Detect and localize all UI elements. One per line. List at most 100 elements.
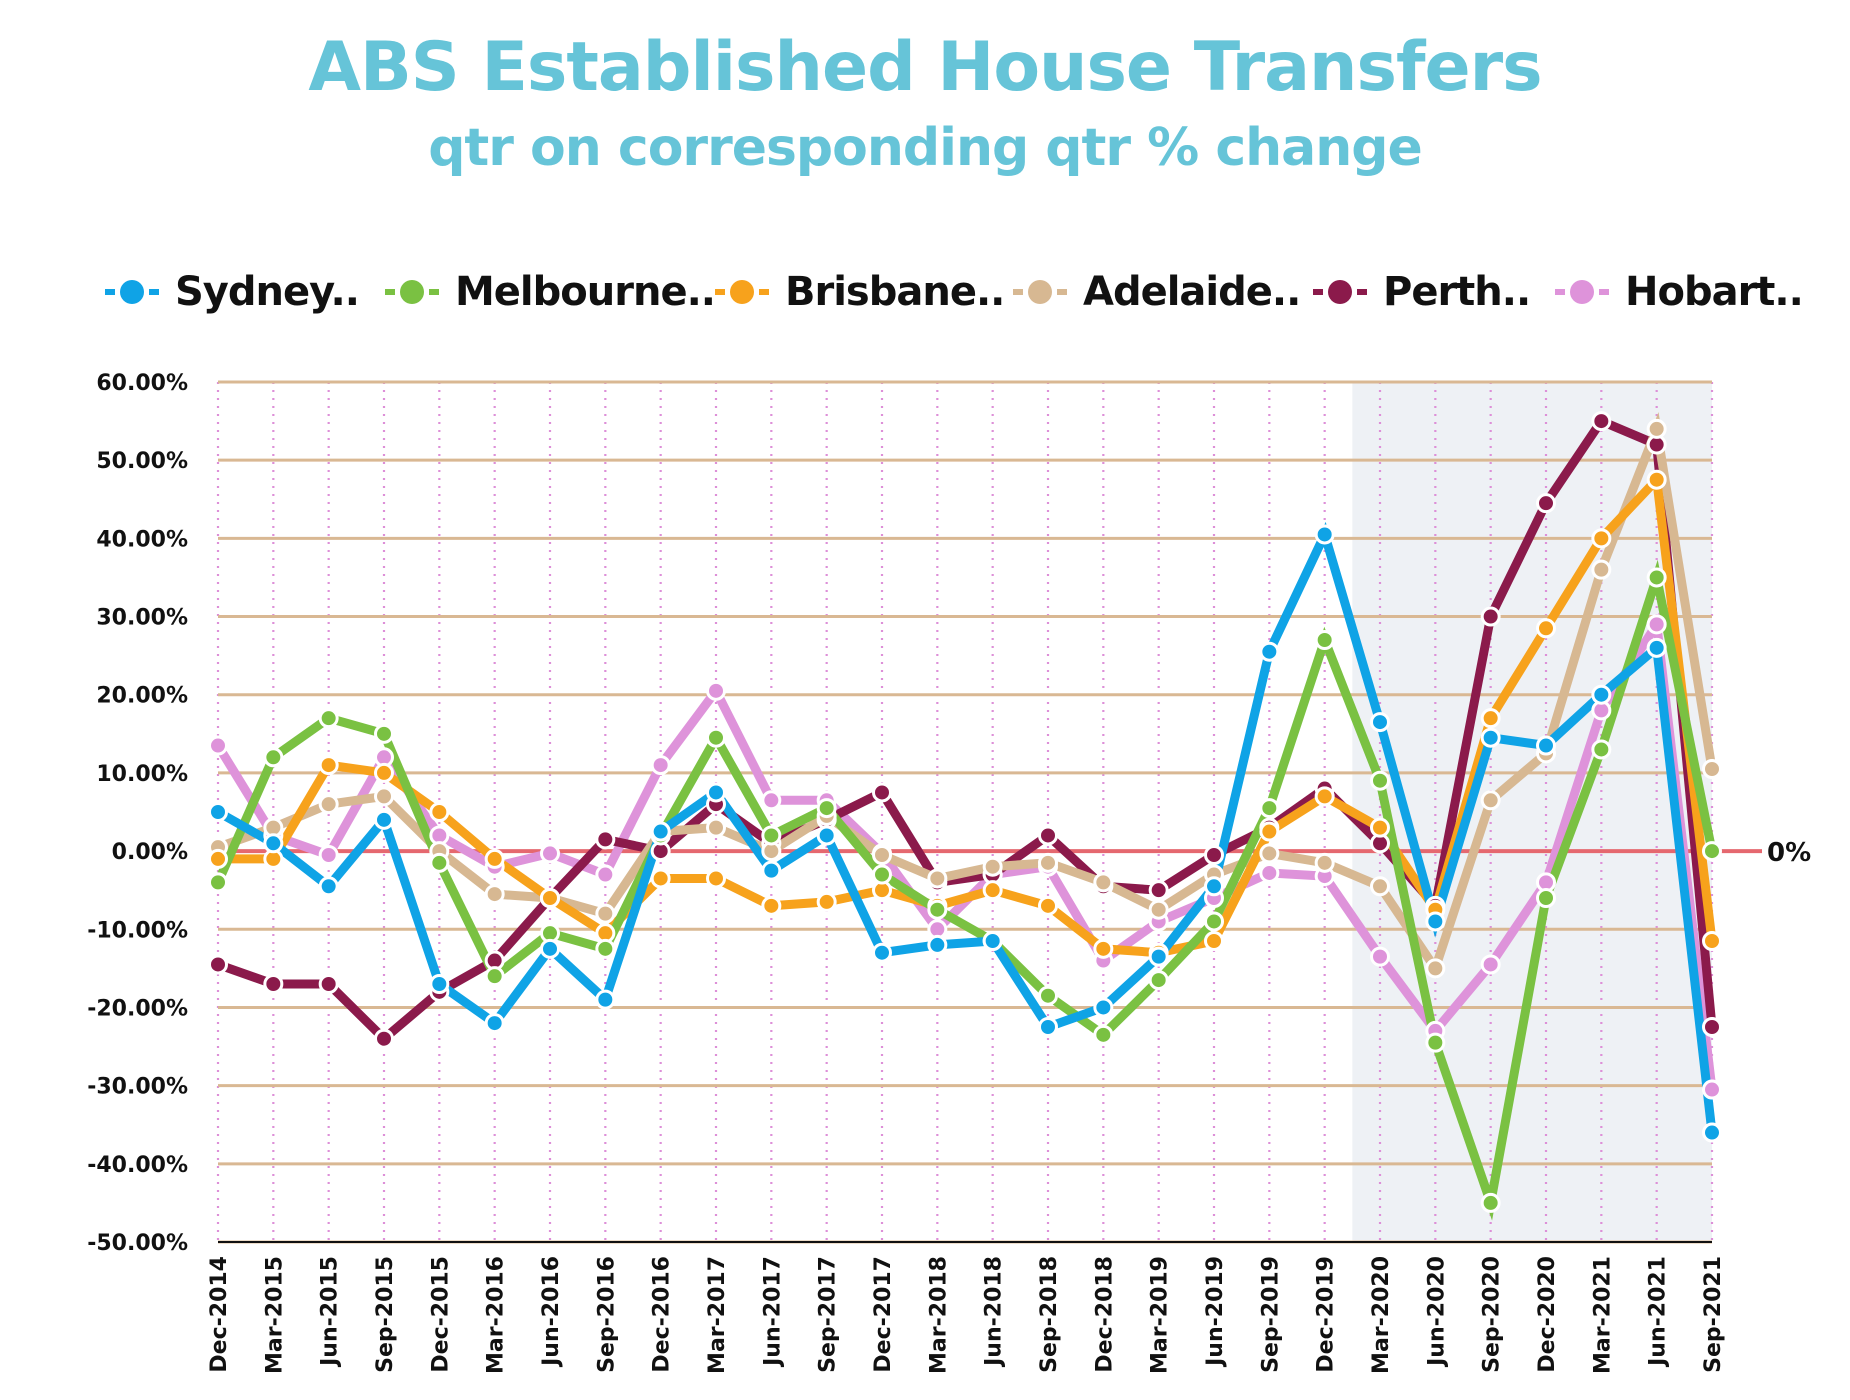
data-point: [872, 864, 892, 885]
data-point: [1591, 739, 1612, 760]
legend-swatch-melbourne: [385, 280, 441, 304]
legend-swatch-sydney: [105, 280, 161, 304]
x-tick-label: Mar-2016: [484, 1256, 509, 1374]
data-point: [1702, 931, 1722, 951]
data-point: [208, 735, 228, 756]
data-point: [1259, 798, 1280, 819]
data-point: [1702, 1122, 1722, 1143]
x-tick-label: Mar-2015: [262, 1256, 287, 1374]
data-point: [318, 845, 339, 865]
y-tick-label: 30.00%: [96, 606, 188, 631]
legend-label: Brisbane..: [785, 269, 1005, 315]
data-point: [927, 934, 948, 955]
data-point: [1591, 528, 1612, 549]
data-point: [872, 845, 892, 865]
data-point: [484, 966, 505, 987]
data-point: [1093, 1024, 1114, 1045]
x-tick-label: Sep-2015: [373, 1256, 398, 1373]
y-tick-label: 60.00%: [96, 371, 188, 396]
data-point: [761, 860, 782, 881]
data-point: [1480, 1192, 1501, 1213]
data-point: [1536, 618, 1556, 639]
legend-dash: [1313, 289, 1323, 295]
data-point: [1148, 970, 1169, 991]
x-tick-label: Mar-2019: [1148, 1256, 1173, 1374]
legend-label: Adelaide..: [1083, 269, 1301, 315]
data-point: [650, 868, 671, 889]
x-tick-label: Jun-2021: [1646, 1256, 1671, 1368]
data-point: [1425, 911, 1446, 932]
data-point: [1480, 708, 1501, 729]
chart-subtitle: qtr on corresponding qtr % change: [428, 118, 1423, 178]
x-tick-label: Sep-2016: [594, 1256, 619, 1373]
data-point: [595, 864, 616, 885]
data-point: [374, 723, 394, 744]
data-point: [1314, 786, 1335, 807]
data-point: [1591, 559, 1612, 580]
data-point: [982, 856, 1003, 877]
series-line: [213, 521, 1717, 1137]
data-point: [816, 891, 837, 912]
data-point: [1038, 825, 1058, 846]
legend-label: Perth..: [1383, 269, 1531, 315]
data-point: [1204, 911, 1224, 932]
data-point: [761, 895, 782, 916]
chart-title: ABS Established House Transfers: [308, 28, 1542, 107]
legend-dash: [1057, 289, 1067, 295]
data-point: [1702, 841, 1722, 862]
data-point: [1480, 790, 1501, 811]
data-point: [1646, 418, 1667, 439]
data-point: [208, 954, 228, 975]
data-point: [318, 794, 339, 815]
legend-item-sydney: Sydney..: [105, 262, 360, 322]
data-point: [1480, 954, 1501, 975]
data-point: [1591, 411, 1612, 432]
x-tick-label: Jun-2016: [539, 1256, 564, 1368]
data-point: [1148, 899, 1169, 920]
x-tick-label: Sep-2019: [1258, 1256, 1283, 1373]
data-point: [1038, 985, 1058, 1006]
y-tick-label: -20.00%: [87, 996, 188, 1021]
data-point: [1702, 1079, 1722, 1100]
data-point: [208, 848, 228, 869]
data-point: [982, 931, 1003, 951]
data-point: [1425, 1032, 1446, 1053]
data-point: [1646, 469, 1667, 490]
data-point: [1646, 567, 1667, 588]
data-point: [595, 938, 616, 959]
legend-dash: [1599, 289, 1609, 295]
data-point: [761, 790, 782, 811]
data-point: [1204, 931, 1224, 951]
data-point: [706, 680, 726, 701]
data-point: [1591, 684, 1612, 705]
legend-marker: [400, 280, 424, 304]
legend-swatch-hobart: [1555, 280, 1611, 304]
data-point: [650, 755, 671, 776]
x-tick-label: Jun-2017: [760, 1256, 785, 1368]
legend-dash: [1555, 289, 1565, 295]
data-point: [1259, 821, 1280, 842]
data-point: [318, 755, 339, 776]
legend-marker: [1570, 280, 1594, 304]
legend-marker: [1028, 280, 1052, 304]
data-point: [927, 899, 948, 920]
data-point: [374, 1028, 394, 1049]
data-point: [1370, 770, 1390, 791]
data-point: [540, 938, 560, 959]
data-point: [484, 1013, 505, 1034]
data-point: [1038, 895, 1058, 916]
data-point: [706, 782, 726, 803]
x-tick-label: Jun-2019: [1203, 1256, 1228, 1368]
data-point: [1148, 880, 1169, 901]
legend-item-hobart: Hobart..: [1555, 262, 1804, 322]
data-point: [982, 880, 1003, 901]
data-point: [1259, 843, 1280, 864]
legend-marker: [1328, 280, 1352, 304]
legend-dash: [1013, 289, 1023, 295]
data-point: [1204, 845, 1224, 865]
x-tick-label: Sep-2020: [1480, 1256, 1505, 1373]
legend-item-perth: Perth..: [1313, 262, 1531, 322]
data-point: [1204, 876, 1224, 897]
legend-dash: [1357, 289, 1367, 295]
